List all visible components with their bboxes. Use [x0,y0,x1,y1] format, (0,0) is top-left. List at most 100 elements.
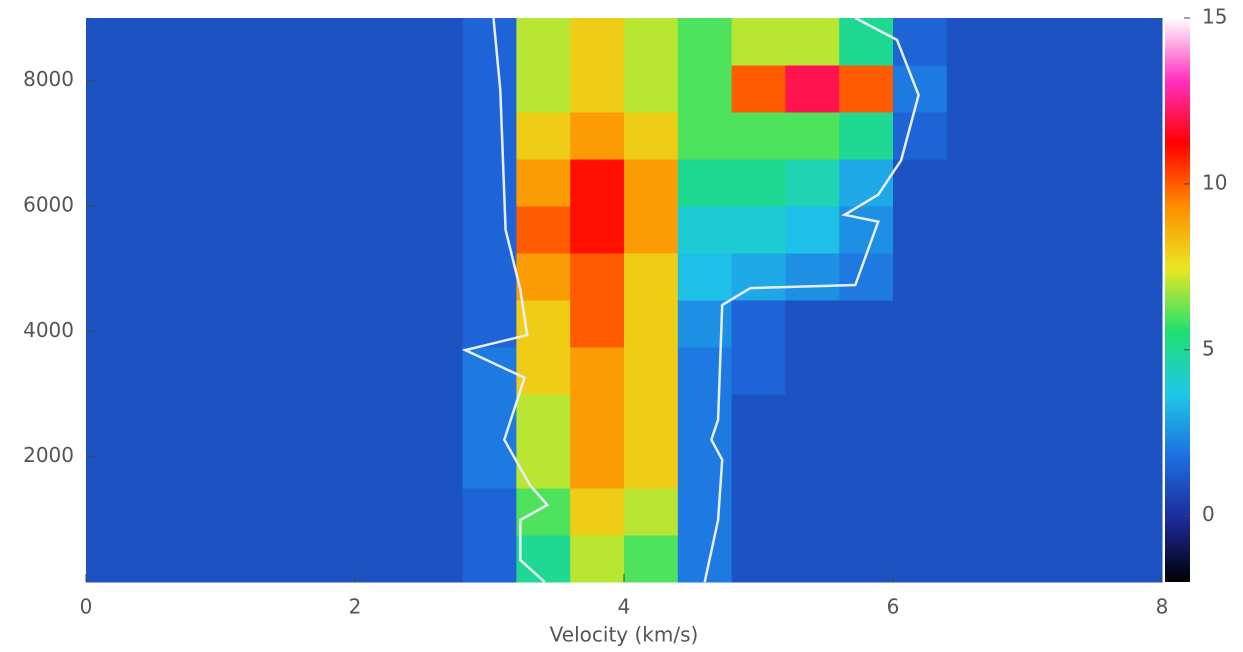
heatmap-cell [946,206,1002,254]
heatmap-cell [408,535,464,583]
heatmap-cell [193,206,248,254]
heatmap-cell [193,488,248,536]
colorbar-tick-label: 0 [1202,502,1215,526]
heatmap-cell [624,347,679,395]
heatmap-cell [462,394,517,442]
heatmap-cell [677,159,733,207]
heatmap-cell [408,112,464,160]
heatmap-cell [193,535,248,583]
heatmap-cell [731,65,786,113]
heatmap-cell [839,535,894,583]
heatmap-cell [139,18,195,66]
heatmap-cell [624,394,679,442]
heatmap-cell [1000,347,1055,395]
heatmap-cell [86,65,141,113]
heatmap-cell [893,300,948,348]
heatmap-cell [1108,488,1163,536]
heatmap-cell [1108,300,1163,348]
heatmap-cell [893,535,948,583]
heatmap-cell [408,159,464,207]
heatmap-cell [785,253,840,301]
heatmap-cell [462,441,517,489]
heatmap-cell [570,112,625,160]
heatmap-cell [893,18,948,66]
heatmap-cell [570,535,625,583]
y-tick-label: 2000 [23,443,74,467]
heatmap-cell [946,159,1002,207]
heatmap-cell [247,394,302,442]
heatmap-cell [139,206,195,254]
heatmap-cell [1054,347,1109,395]
heatmap-cell [86,253,141,301]
heatmap-cell [86,441,141,489]
heatmap-cell [624,206,679,254]
colorbar-tick-label: 10 [1202,170,1227,194]
heatmap-cell [247,535,302,583]
colorbar [1165,18,1190,582]
heatmap-cell [247,65,302,113]
heatmap-cell [301,18,356,66]
heatmap-cell [301,206,356,254]
heatmap-cell [355,159,410,207]
heatmap-cell [193,394,248,442]
heatmap-cell [731,347,786,395]
heatmap-cell [1054,300,1109,348]
heatmap-cell [355,394,410,442]
heatmap-cell [193,441,248,489]
heatmap-cell [193,65,248,113]
heatmap-cell [677,65,733,113]
heatmap-cell [301,488,356,536]
heatmap-cell [139,112,195,160]
heatmap-cell [731,112,786,160]
heatmap-cell [516,488,571,536]
heatmap-cell [193,347,248,395]
heatmap-cell [355,535,410,583]
heatmap-cell [1108,65,1163,113]
heatmap-cell [839,253,894,301]
heatmap-cell [139,300,195,348]
heatmap-cell [946,300,1002,348]
heatmap-cell [462,535,517,583]
heatmap-cell [731,441,786,489]
heatmap-cell [1108,535,1163,583]
heatmap-cell [624,65,679,113]
heatmap-cell [677,18,733,66]
heatmap-cell [731,159,786,207]
heatmap-cell [893,253,948,301]
heatmap-cell [1000,253,1055,301]
heatmap-cell [86,18,141,66]
heatmap-cell [355,65,410,113]
heatmap-cell [516,206,571,254]
heatmap-cell [1108,112,1163,160]
heatmap-cell [86,347,141,395]
heatmap-cell [139,441,195,489]
heatmap-cell [193,159,248,207]
heatmap-cell [247,488,302,536]
heatmap-cell [247,18,302,66]
heatmap-cell [1000,441,1055,489]
heatmap-cell [86,488,141,536]
heatmap-cell [624,488,679,536]
x-tick-label: 0 [80,595,93,619]
heatmap-cell [785,112,840,160]
heatmap-cell [785,394,840,442]
heatmap-cell [1054,65,1109,113]
heatmap-cell [624,112,679,160]
heatmap-cell [731,394,786,442]
contour-line [703,16,920,583]
heatmap-cell [1054,488,1109,536]
heatmap-cell [1000,65,1055,113]
heatmap-cell [301,535,356,583]
heatmap-cell [462,159,517,207]
heatmap-cell [301,159,356,207]
heatmap-cell [516,65,571,113]
heatmap-cell [1000,300,1055,348]
heatmap-cell [1108,18,1163,66]
heatmap-cell [570,18,625,66]
heatmap-cell [301,441,356,489]
heatmap-cell [1108,394,1163,442]
heatmap-cell [408,347,464,395]
heatmap-cell [1054,206,1109,254]
heatmap-cell [946,441,1002,489]
heatmap-cell [193,112,248,160]
